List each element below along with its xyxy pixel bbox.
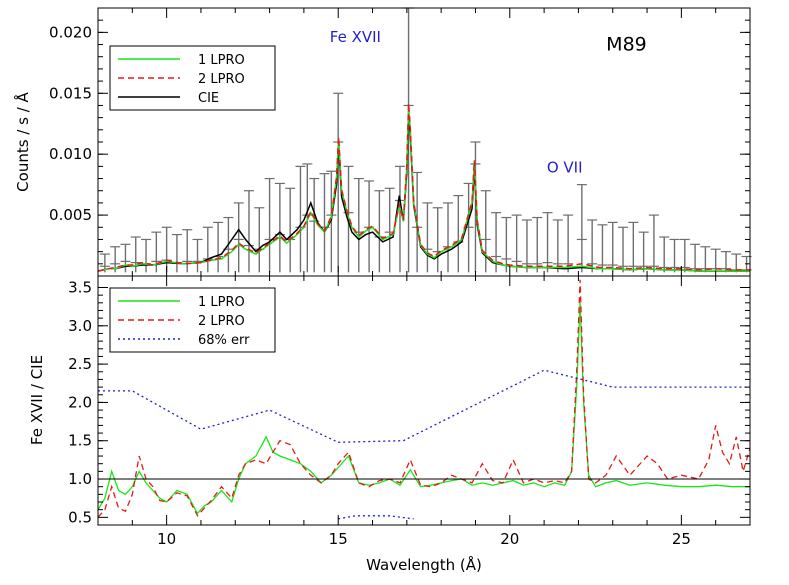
x-axis-label: Wavelength (Å) [366,555,482,574]
y-tick-label: 1.0 [68,470,92,488]
x-tick-label: 10 [157,530,176,548]
annotation-fe-xvii: Fe XVII [330,28,381,46]
legend-box [109,287,276,353]
ratio-series-2-lpro [97,279,751,518]
ratio-series-1-lpro [97,302,750,515]
ratio-frame [97,275,751,526]
y-tick-label: 0.010 [49,145,92,163]
y-tick-label: 1.5 [68,432,92,450]
spectrum-panel: 0.005 0.010 0.015 0.020 Counts / s / Å M89 F… [13,7,752,277]
spectrum-y-axis-label: Counts / s / Å [13,91,32,191]
ratio-series-68-err [98,369,750,443]
spectrum-errorbars [99,7,752,273]
spectrum-legend: 1 LPRO 2 LPRO CIE [109,45,276,111]
spectrum-y-ticks: 0.005 0.010 0.015 0.020 [49,19,750,265]
x-tick-label: 20 [500,530,519,548]
spectrum-annotations: M89 Fe XVII O VII [330,28,647,176]
legend-label: 2 LPRO [198,314,245,329]
ratio-legend: 1 LPRO 2 LPRO 68% err [109,287,276,353]
spectrum-series-cie [97,115,750,272]
annotation-m89: M89 [606,34,647,56]
y-tick-label: 3.5 [68,278,92,296]
x-tick-label: 25 [672,530,691,548]
spectrum-series [97,102,750,272]
y-tick-label: 3.0 [68,317,92,335]
y-tick-label: 0.015 [49,84,92,102]
legend-box [109,45,276,111]
ratio-series [97,279,751,520]
ratio-x-ticks: 10 15 20 25 [131,276,751,548]
spectrum-x-ticks [131,8,751,276]
spectrum-series-1-lpro [97,105,750,272]
legend-label: 1 LPRO [198,295,245,310]
y-tick-label: 2.5 [68,355,92,373]
annotation-o-vii: O VII [547,158,583,176]
legend-label: 1 LPRO [198,53,245,68]
y-tick-label: 0.005 [49,206,92,224]
spectrum-series-2-lpro [97,102,750,272]
y-tick-label: 2.0 [68,393,92,411]
ratio-y-ticks: 0.5 1.0 1.5 2.0 2.5 3.0 3.5 [68,278,750,526]
legend-label: CIE [198,91,219,106]
ratio-series-68-err [338,515,414,520]
y-tick-label: 0.5 [68,508,92,526]
ratio-panel: 0.5 1.0 1.5 2.0 2.5 3.0 3.5 10 15 20 25 Fe XVII /… [28,275,751,574]
ratio-y-axis-label: Fe XVII / CIE [28,355,46,445]
x-tick-label: 15 [329,530,348,548]
legend-label: 68% err [198,333,250,348]
legend-label: 2 LPRO [198,72,245,87]
y-tick-label: 0.020 [49,23,92,41]
